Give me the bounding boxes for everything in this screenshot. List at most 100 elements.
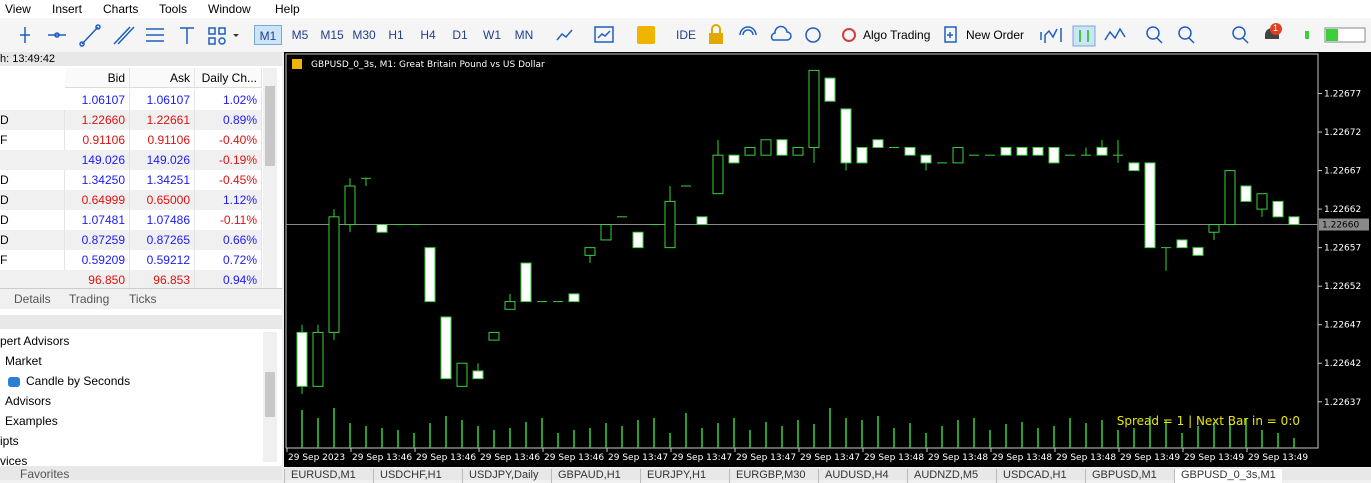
y-tick-label: 1.22652: [1324, 282, 1361, 292]
x-tick-label: 29 Sep 13:49: [1120, 453, 1180, 463]
x-tick-label: 29 Sep 13:49: [1184, 453, 1244, 463]
daily-change: 0.89%: [195, 110, 262, 130]
navigator-item[interactable]: pert Advisors: [0, 334, 70, 348]
market-watch-row[interactable]: F 0.59209 0.59212 0.72%: [0, 250, 262, 270]
column-header[interactable]: Ask: [130, 68, 195, 88]
timeframe-button[interactable]: MN: [514, 28, 534, 42]
candle-body: [440, 316, 452, 380]
market-watch-row[interactable]: 96.850 96.853 0.94%: [0, 270, 262, 290]
market-watch-row[interactable]: D 0.87259 0.87265 0.66%: [0, 230, 262, 250]
chart-tab[interactable]: EURUSD,M1: [284, 469, 362, 483]
menu-item[interactable]: Tools: [159, 2, 188, 16]
market-watch-row[interactable]: 149.026 149.026 -0.19%: [0, 150, 262, 170]
menu-item[interactable]: Help: [275, 2, 300, 16]
menu-item[interactable]: Window: [208, 2, 251, 16]
bid: 0.64999: [65, 190, 130, 210]
chart-tab[interactable]: EURJPY,H1: [640, 469, 712, 483]
candle-body: [504, 301, 516, 310]
daily-change: 1.02%: [195, 90, 262, 110]
x-tick-label: 29 Sep 13:46: [352, 453, 412, 463]
market-watch-time: h: 13:49:42: [0, 53, 56, 65]
candle-body: [520, 262, 532, 303]
daily-change: 1.12%: [195, 190, 262, 210]
symbol: D: [0, 190, 65, 210]
market-watch-row[interactable]: 1.06107 1.06107 1.02%: [0, 90, 262, 110]
chart-tab[interactable]: GBPUSD,M1: [1085, 469, 1163, 483]
chart-tab[interactable]: AUDUSD,H4: [818, 469, 895, 483]
market-watch-row[interactable]: F 0.91106 0.91106 -0.40%: [0, 130, 262, 150]
toolbar: M1 M5 M15 M30 H1 H4 D1 W1 MN IDE Algo Trading New O…: [0, 18, 1371, 53]
daily-change: 0.94%: [195, 270, 262, 290]
candle-body: [824, 77, 836, 102]
navigator-item[interactable]: Examples: [5, 414, 58, 428]
candle-body: [1208, 224, 1220, 233]
symbol: D: [0, 110, 65, 130]
x-tick-label: 29 Sep 13:47: [672, 453, 732, 463]
scroll-thumb: [265, 86, 275, 166]
candle-body: [808, 69, 820, 148]
chart-tab[interactable]: AUDNZD,M5: [907, 469, 984, 483]
candle-body: [776, 139, 788, 156]
candle-body: [456, 362, 468, 387]
timeframe-button[interactable]: H1: [388, 28, 404, 42]
chart-tab[interactable]: USDCAD,H1: [996, 469, 1073, 483]
menu-item[interactable]: Insert: [52, 2, 83, 16]
favorites-tab[interactable]: Favorites: [20, 467, 70, 481]
timeframe-button[interactable]: W1: [483, 28, 501, 42]
candle-body: [568, 293, 580, 303]
scroll-thumb: [265, 372, 275, 417]
daily-change: -0.45%: [195, 170, 262, 190]
menu-item[interactable]: Charts: [103, 2, 139, 16]
market-watch-row[interactable]: D 1.07481 1.07486 -0.11%: [0, 210, 262, 230]
timeframe-button[interactable]: M5: [291, 28, 309, 42]
navigator-item[interactable]: Market: [5, 354, 42, 368]
navigator-item[interactable]: ipts: [0, 434, 19, 448]
timeframe-button[interactable]: M15: [320, 28, 344, 42]
algo-trading-button[interactable]: Algo Trading: [863, 28, 931, 42]
x-tick-label: 29 Sep 13:49: [1248, 453, 1308, 463]
column-header[interactable]: Bid: [65, 68, 130, 88]
market-watch-row[interactable]: D 1.22660 1.22661 0.89%: [0, 110, 262, 130]
navigator-item[interactable]: vices: [0, 454, 28, 468]
candle-body: [1192, 247, 1204, 256]
bid: 96.850: [65, 270, 130, 290]
market-watch-row[interactable]: D 1.34250 1.34251 -0.45%: [0, 170, 262, 190]
timeframe-button[interactable]: H4: [420, 28, 436, 42]
market-watch-tab[interactable]: Ticks: [129, 292, 157, 306]
ide-button[interactable]: IDE: [676, 28, 697, 42]
market-watch-tab[interactable]: Details: [14, 292, 51, 306]
candle-body: [712, 154, 724, 195]
candle-body: [1224, 170, 1236, 226]
chart-tab[interactable]: USDCHF,H1: [373, 469, 448, 483]
ask: 149.026: [130, 150, 195, 170]
y-tick-label: 1.22662: [1324, 205, 1361, 215]
chart-tab[interactable]: USDJPY,Daily: [462, 469, 545, 483]
candle-body: [1128, 162, 1140, 172]
market-watch-tab[interactable]: Trading: [69, 292, 110, 306]
new-order-button[interactable]: New Order: [966, 28, 1025, 42]
bid: 1.34250: [65, 170, 130, 190]
y-tick-label: 1.22677: [1324, 90, 1361, 100]
bid: 1.06107: [65, 90, 130, 110]
candle-body: [1096, 146, 1108, 156]
chart-tab[interactable]: EURGBP,M30: [729, 469, 812, 483]
symbol: F: [0, 250, 65, 270]
chart-tab[interactable]: GBPUSD_0_3s,M1: [1174, 469, 1282, 483]
chart-tab[interactable]: GBPAUD,H1: [551, 469, 627, 483]
chart-background: [284, 52, 1371, 467]
timeframe-button[interactable]: D1: [452, 28, 468, 42]
column-header[interactable]: Daily Ch...: [195, 68, 262, 88]
x-tick-label: 29 Sep 13:48: [992, 453, 1052, 463]
navigator-item[interactable]: Advisors: [5, 394, 52, 408]
menu-item[interactable]: View: [5, 2, 31, 16]
tab-strip: [0, 288, 282, 309]
market-watch-row[interactable]: D 0.64999 0.65000 1.12%: [0, 190, 262, 210]
timeframe-button[interactable]: M30: [352, 28, 376, 42]
x-tick-label: 29 Sep 13:46: [544, 453, 604, 463]
ask: 0.65000: [130, 190, 195, 210]
navigator-item[interactable]: Candle by Seconds: [26, 374, 131, 388]
x-tick-label: 29 Sep 13:47: [608, 453, 668, 463]
daily-change: 0.72%: [195, 250, 262, 270]
timeframe-button[interactable]: M1: [254, 25, 282, 45]
